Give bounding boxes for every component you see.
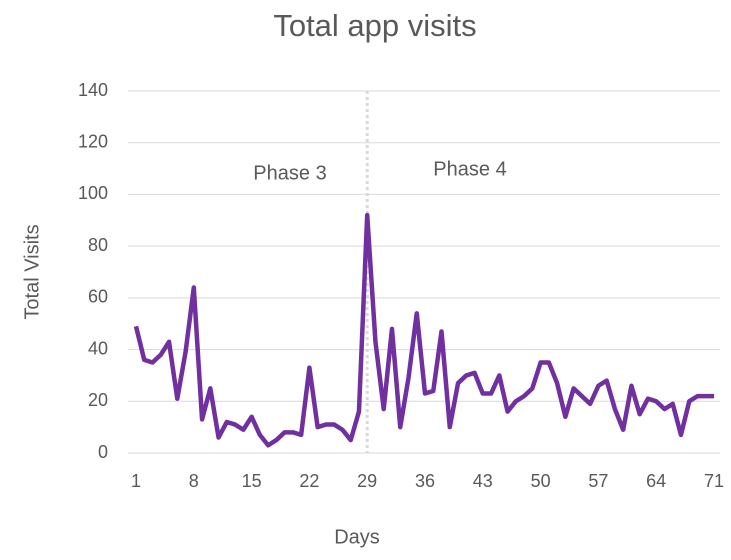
x-tick-label: 71: [704, 471, 724, 491]
x-tick-label: 29: [357, 471, 377, 491]
x-tick-label: 43: [473, 471, 493, 491]
y-tick-label: 60: [88, 287, 108, 307]
x-tick-label: 36: [415, 471, 435, 491]
x-tick-label: 64: [646, 471, 666, 491]
chart-title: Total app visits: [273, 8, 476, 43]
x-tick-label: 50: [531, 471, 551, 491]
y-tick-label: 140: [78, 80, 108, 100]
x-axis-label: Days: [334, 526, 380, 548]
annotation: Phase 3: [253, 162, 326, 184]
x-tick-label: 8: [189, 471, 199, 491]
x-tick-label: 1: [131, 471, 141, 491]
y-tick-label: 120: [78, 131, 108, 151]
annotation: Phase 4: [433, 158, 506, 180]
y-tick-label: 0: [98, 442, 108, 462]
y-axis-label: Total Visits: [21, 224, 43, 319]
y-tick-label: 100: [78, 183, 108, 203]
x-tick-label: 22: [299, 471, 319, 491]
line-series: [133, 212, 714, 448]
x-tick-label: 57: [588, 471, 608, 491]
y-tick-label: 80: [88, 235, 108, 255]
y-tick-label: 20: [88, 390, 108, 410]
y-tick-label: 40: [88, 338, 108, 358]
x-tick-label: 15: [242, 471, 262, 491]
